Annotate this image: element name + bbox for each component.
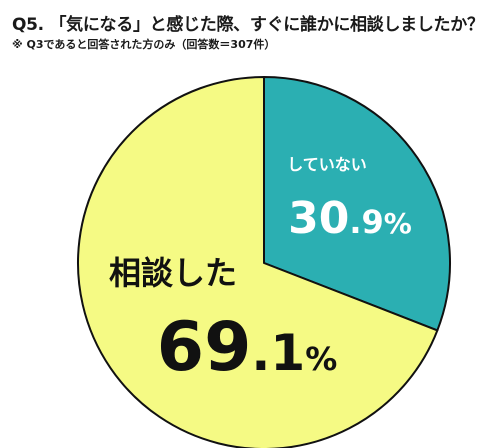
- slice-value-shiteinai-int: 30: [288, 193, 349, 244]
- slice-label-soudan: 相談した: [109, 254, 237, 292]
- slice-value-shiteinai-dec: .9: [349, 203, 383, 241]
- chart-title: Q5. 「気になる」と感じた際、すぐに誰かに相談しましたか？: [12, 15, 484, 35]
- slice-value-shiteinai: 30.9%: [288, 193, 412, 244]
- slice-value-shiteinai-unit: %: [384, 207, 412, 240]
- slice-value-soudan-dec: .1: [251, 324, 305, 382]
- chart-subtitle: ※ Q3であると回答された方のみ（回答数＝307件）: [12, 38, 276, 51]
- slice-value-soudan-int: 69: [157, 308, 252, 387]
- slice-value-soudan-unit: %: [305, 340, 337, 378]
- slice-shiteinai: [263, 76, 451, 332]
- slice-value-soudan: 69.1%: [157, 308, 338, 387]
- slice-soudan: [77, 76, 439, 448]
- slice-label-shiteinai: していない: [287, 155, 367, 174]
- pie-slices: [77, 76, 451, 448]
